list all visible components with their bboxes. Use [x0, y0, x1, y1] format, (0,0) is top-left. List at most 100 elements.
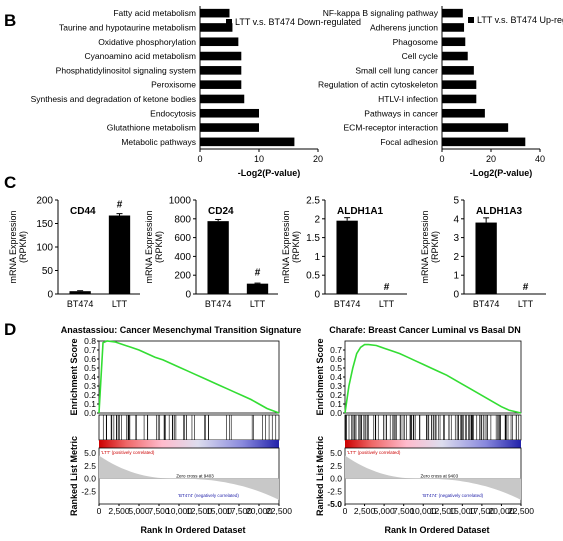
y-tick-label: 0.4: [330, 372, 342, 382]
es-frame: [98, 340, 280, 414]
y-tick-label: 200: [36, 196, 53, 207]
y-tick-label: 0.3: [84, 381, 96, 391]
x-tick-label: 20,000: [488, 506, 514, 516]
y-axis-title: mRNA Expression: [420, 210, 430, 283]
y-tick-label: 200: [174, 271, 191, 282]
x-tick-label: 10,000: [166, 506, 192, 516]
category-label: Phagosome: [393, 37, 439, 47]
bar: [246, 283, 269, 294]
y-tick-label: 1000: [169, 196, 192, 207]
gsea-plot-left: Anastassiou: Cancer Mesenchymal Transiti…: [61, 325, 302, 535]
y-tick-label: 0.7: [84, 345, 96, 355]
bar: [475, 222, 497, 294]
x-tick-label: 5,000: [128, 506, 150, 516]
category-label: Glutathione metabolism: [107, 123, 196, 133]
zero-cross-label: Zero cross at 9403: [176, 474, 214, 479]
y-tick-label: 2: [453, 252, 459, 263]
y-tick-label: 0.0: [84, 408, 96, 418]
bar: [200, 80, 242, 89]
x-tick-label: 7,500: [393, 506, 415, 516]
x-tick-label: 12,500: [430, 506, 456, 516]
x-tick-label: 40: [535, 154, 545, 164]
category-label: Cyanoamino acid metabolism: [85, 51, 197, 61]
x-tick-label: 10,000: [410, 506, 436, 516]
category-label: Taurine and hypotaurine metabolism: [59, 22, 196, 32]
bar: [442, 51, 468, 61]
category-label: Cell cycle: [402, 51, 439, 61]
y-tick-label: 50: [42, 266, 54, 277]
y-tick-label: 0.6: [84, 354, 96, 364]
category-label: ECM-receptor interaction: [344, 123, 439, 133]
x-tick-label: 20: [486, 154, 496, 164]
bar: [442, 80, 477, 89]
bar: [200, 51, 242, 61]
y-tick-label: 0.2: [84, 390, 96, 400]
metric-tick-label: 2.5: [330, 461, 342, 471]
metric-area: [99, 455, 279, 500]
x-tick-label: 22,500: [266, 506, 292, 516]
gsea-plot-right: Charafe: Breast Cancer Luminal vs Basal …: [315, 325, 534, 535]
x-tick-label: BT474: [67, 299, 94, 309]
chart-title: CD24: [208, 206, 234, 217]
x-tick-label: 15,000: [206, 506, 232, 516]
y-tick-label: 0.7: [330, 345, 342, 355]
x-tick-label: 12,500: [186, 506, 212, 516]
y-tick-label: 4: [453, 214, 459, 225]
y-axis-title: (RPKM): [18, 231, 28, 263]
x-tick-label: 17,500: [226, 506, 252, 516]
bar: [442, 137, 526, 147]
x-tick-label: 10: [254, 154, 264, 164]
metric-tick-label: 0.0: [84, 474, 96, 484]
y-tick-label: 0.1: [330, 399, 342, 409]
bar: [200, 108, 259, 118]
category-label: Phosphatidylinositol signaling system: [56, 65, 196, 75]
y-tick-label: 1: [453, 271, 459, 282]
neg-correlated-label: 'BT474' (negatively correlated): [178, 493, 239, 498]
x-tick-label: 17,500: [469, 506, 495, 516]
x-tick-label: 7,500: [148, 506, 170, 516]
x-tick-label: 15,000: [449, 506, 475, 516]
category-label: Oxidative phosphorylation: [98, 37, 196, 47]
significance-mark: #: [384, 282, 390, 293]
metric-tick-label: -5.0: [327, 499, 342, 509]
hits-frame: [344, 414, 522, 441]
y-tick-label: 0: [185, 290, 191, 301]
y-tick-label: 0.1: [84, 399, 96, 409]
bar: [442, 108, 485, 118]
enrichment-curve: [344, 343, 522, 414]
bar: [442, 8, 463, 18]
x-tick-label: LTT: [518, 299, 534, 309]
pathway-chart-up: NF-kappa B signaling pathway Adherens jun…: [318, 6, 563, 178]
category-label: Metabolic pathways: [121, 137, 196, 147]
category-label: HTLV-I infection: [378, 94, 438, 104]
y-tick-label: 2: [314, 214, 320, 225]
metric-tick-label: 2.5: [84, 461, 96, 471]
x-tick-label: 0: [197, 154, 202, 164]
x-tick-label: 0: [343, 506, 348, 516]
y-tick-label: 600: [174, 233, 191, 244]
y-axis-title-2: Ranked List Metric: [315, 436, 325, 516]
x-tick-label: 0: [97, 506, 102, 516]
y-tick-label: 0: [314, 290, 320, 301]
y-tick-label: 3: [453, 233, 459, 244]
x-tick-label: 20: [313, 154, 323, 164]
y-tick-label: 100: [36, 243, 53, 254]
bar: [200, 94, 245, 104]
significance-mark: #: [523, 282, 529, 293]
x-tick-label: 5,000: [373, 506, 395, 516]
significance-mark: #: [255, 268, 261, 279]
category-label: Focal adhesion: [380, 137, 438, 147]
x-tick-label: BT474: [334, 299, 361, 309]
y-tick-label: 5: [453, 196, 459, 207]
y-tick-label: 0.2: [330, 390, 342, 400]
category-label: Pathways in cancer: [364, 108, 438, 118]
y-tick-label: 0.5: [84, 363, 96, 373]
bar: [200, 123, 259, 132]
bar: [200, 37, 239, 47]
y-tick-label: 0.0: [330, 408, 342, 418]
zero-cross-label: Zero cross at 9403: [421, 474, 459, 479]
y-axis-title: Enrichment Score: [315, 338, 325, 415]
x-tick-label: LTT: [379, 299, 395, 309]
